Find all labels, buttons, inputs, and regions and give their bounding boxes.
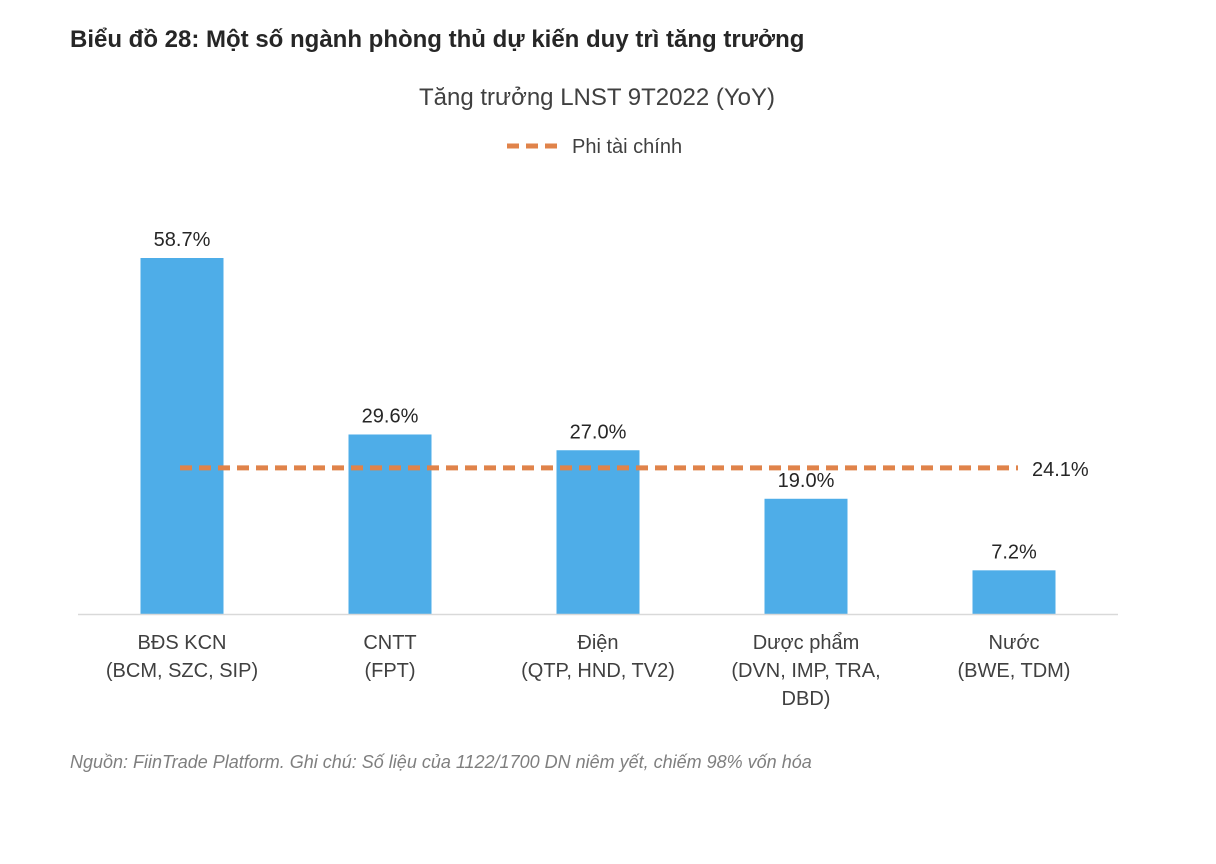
data-labels: 58.7% 29.6% 27.0% 19.0% 7.2% <box>154 229 1037 563</box>
category-label-0-line-1: (BCM, SZC, SIP) <box>106 660 258 682</box>
reference-line-label: 24.1% <box>1032 459 1089 481</box>
category-label-2-line-1: (QTP, HND, TV2) <box>521 660 675 682</box>
category-label-3-line-0: Dược phẩm <box>753 632 860 654</box>
bar-1 <box>348 434 432 614</box>
category-label-4-line-1: (BWE, TDM) <box>958 660 1071 682</box>
figure-title: Biểu đồ 28: Một số ngành phòng thủ dự ki… <box>70 26 805 53</box>
category-label-3-line-1: (DVN, IMP, TRA, <box>731 660 880 682</box>
category-label-0-line-0: BĐS KCN <box>138 632 227 654</box>
category-label-1-line-0: CNTT <box>363 632 416 654</box>
data-label-3: 19.0% <box>778 470 835 492</box>
bars <box>140 258 1056 614</box>
bar-2 <box>556 450 640 614</box>
chart-title: Tăng trưởng LNST 9T2022 (YoY) <box>419 84 775 111</box>
source-note: Nguồn: FiinTrade Platform. Ghi chú: Số l… <box>70 752 812 772</box>
bar-4 <box>972 570 1056 614</box>
category-label-3-line-2: DBD) <box>782 688 831 710</box>
bar-0 <box>140 258 224 614</box>
legend-entry-phi-tai-chinh: Phi tài chính <box>572 136 682 158</box>
data-label-2: 27.0% <box>570 421 627 443</box>
data-label-1: 29.6% <box>362 405 419 427</box>
legend: Phi tài chính <box>507 136 682 158</box>
category-label-2-line-0: Điện <box>577 632 618 654</box>
category-label-1-line-1: (FPT) <box>364 660 415 682</box>
category-label-4-line-0: Nước <box>989 632 1040 654</box>
category-labels: BĐS KCN (BCM, SZC, SIP) CNTT (FPT) Điện (QTP,… <box>106 632 1071 710</box>
bar-3 <box>764 498 848 614</box>
data-label-4: 7.2% <box>991 541 1037 563</box>
data-label-0: 58.7% <box>154 229 211 251</box>
